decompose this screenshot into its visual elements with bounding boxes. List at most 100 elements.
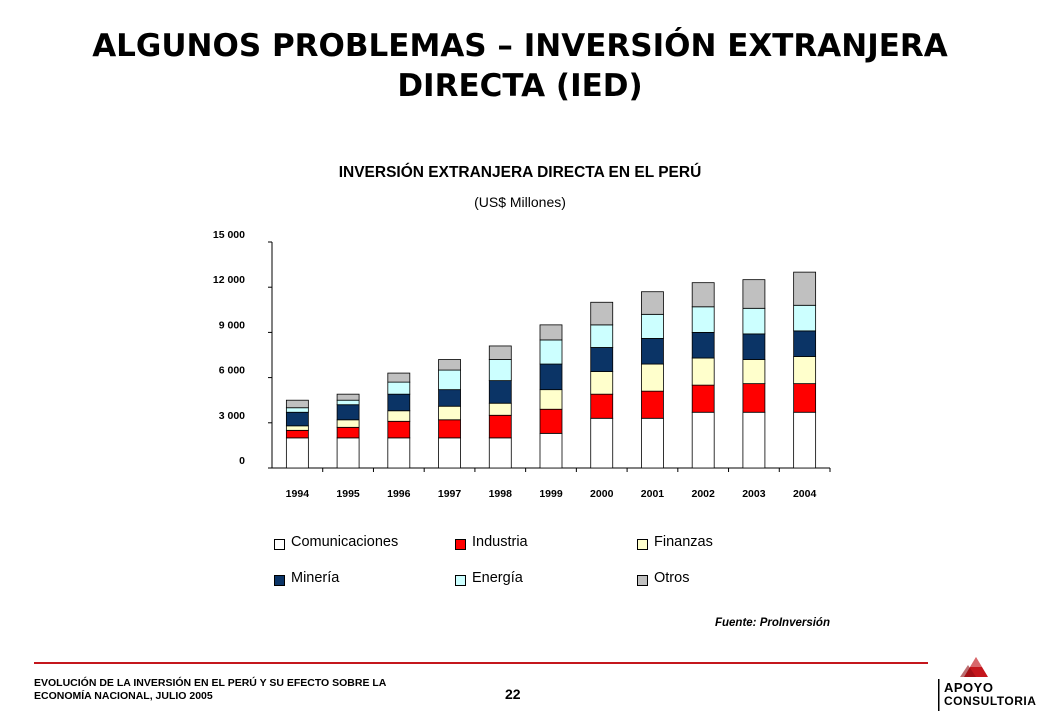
x-tick-label-1996: 1996 (387, 488, 411, 500)
legend-swatch (637, 575, 648, 586)
bar-segment-otros-1995 (336, 393, 360, 401)
bar-segment-industria-2003 (742, 383, 766, 413)
bar-segment-energa-2004 (793, 304, 817, 332)
bar-segment-comunicaciones-1996 (387, 437, 411, 469)
x-tick-label-2000: 2000 (590, 488, 614, 500)
x-tick-label-1998: 1998 (489, 488, 513, 500)
page-title-line-2: DIRECTA (IED) (397, 68, 643, 104)
bar-segment-otros-1994 (285, 399, 309, 409)
legend-swatch (274, 539, 285, 550)
bar-segment-industria-1995 (336, 426, 360, 439)
x-tick-label-1994: 1994 (286, 488, 310, 500)
footer-caption-line-1: EVOLUCIÓN DE LA INVERSIÓN EN EL PERÚ Y S… (34, 677, 387, 689)
bar-segment-finanzas-2000 (590, 371, 614, 395)
bar-segment-finanzas-1996 (387, 410, 411, 422)
bar-segment-otros-2003 (742, 279, 766, 309)
bar-segment-industria-1996 (387, 420, 411, 439)
y-tick-label: 15 000 (213, 229, 245, 241)
y-tick-label: 0 (239, 455, 245, 467)
bar-segment-finanzas-2002 (691, 357, 715, 386)
page-title: ALGUNOS PROBLEMAS – INVERSIÓN EXTRANJERA… (0, 26, 1040, 106)
bar-segment-minera-1994 (285, 411, 309, 427)
bar-segment-minera-2002 (691, 331, 715, 359)
y-tick-label: 9 000 (219, 319, 245, 331)
bar-segment-finanzas-1995 (336, 419, 360, 428)
bar-segment-otros-1997 (438, 359, 461, 371)
bar-segment-minera-2001 (641, 338, 664, 365)
legend-item-finanzas: Finanzas (637, 533, 713, 550)
legend-item-comunicaciones: Comunicaciones (274, 533, 398, 550)
bar-segment-industria-2000 (590, 393, 614, 419)
apoyo-logo-icon (938, 657, 988, 711)
legend-label: Finanzas (654, 533, 713, 550)
legend-item-minera: Minería (274, 569, 339, 586)
bar-segment-comunicaciones-2000 (590, 417, 614, 469)
bar-segment-comunicaciones-1997 (438, 437, 461, 469)
bar-segment-energa-1997 (438, 369, 461, 391)
bar-segment-minera-1999 (539, 363, 563, 391)
bar-segment-otros-2004 (793, 271, 817, 306)
bar-segment-finanzas-1999 (539, 389, 563, 410)
bar-segment-energa-1995 (336, 399, 360, 406)
bar-segment-energa-1999 (539, 339, 563, 365)
legend-label: Industria (472, 533, 528, 550)
bar-segment-industria-2001 (641, 390, 664, 419)
bar-segment-finanzas-2003 (742, 359, 766, 385)
x-tick-label-1995: 1995 (336, 488, 360, 500)
legend-label: Otros (654, 569, 690, 586)
bar-segment-industria-1999 (539, 408, 563, 434)
footer-divider (34, 662, 928, 664)
bar-segment-minera-1998 (488, 380, 512, 404)
footer-caption-line-2: ECONOMÍA NACIONAL, JULIO 2005 (34, 690, 213, 702)
x-tick-label-1999: 1999 (539, 488, 563, 500)
bar-segment-comunicaciones-1999 (539, 432, 563, 469)
bar-segment-minera-1996 (387, 393, 411, 412)
bar-segment-industria-1994 (285, 429, 309, 439)
bar-segment-industria-1997 (438, 419, 461, 439)
bar-segment-energa-2001 (641, 313, 664, 339)
bar-segment-comunicaciones-2004 (793, 411, 817, 469)
bar-segment-otros-1998 (488, 345, 512, 360)
bar-segment-comunicaciones-1998 (488, 437, 512, 469)
bar-segment-energa-2003 (742, 307, 766, 335)
logo-tagline: CONSULTORIA (944, 694, 1037, 708)
legend-item-industria: Industria (455, 533, 528, 550)
y-tick-label: 12 000 (213, 274, 245, 286)
page-title-line-1: ALGUNOS PROBLEMAS – INVERSIÓN EXTRANJERA (92, 28, 948, 64)
bar-segment-energa-1996 (387, 381, 411, 395)
legend-item-energa: Energía (455, 569, 523, 586)
legend-label: Comunicaciones (291, 533, 399, 550)
bar-segment-industria-2002 (691, 384, 715, 413)
bar-segment-industria-2004 (793, 383, 817, 413)
bar-segment-energa-1994 (285, 407, 309, 413)
source-note: Fuente: ProInversión (714, 617, 830, 629)
bar-segment-minera-1997 (438, 389, 461, 407)
legend-swatch (274, 575, 285, 586)
bar-segment-comunicaciones-2001 (641, 417, 664, 469)
legend-swatch (455, 575, 466, 586)
x-tick-label-2003: 2003 (742, 488, 766, 500)
x-tick-label-2001: 2001 (641, 488, 665, 500)
bar-segment-minera-2003 (742, 333, 766, 360)
bar-segment-industria-1998 (488, 414, 512, 439)
x-tick-label-1997: 1997 (438, 488, 462, 500)
legend-swatch (637, 539, 648, 550)
chart-subtitle: (US$ Millones) (474, 194, 566, 210)
bar-segment-finanzas-1994 (285, 425, 309, 431)
bar-segment-finanzas-1997 (438, 405, 461, 421)
x-tick-label-2002: 2002 (692, 488, 716, 500)
bar-segment-comunicaciones-1995 (336, 437, 360, 469)
y-tick-label: 3 000 (219, 410, 245, 422)
bar-segment-comunicaciones-1994 (285, 437, 309, 469)
bar-segment-energa-2000 (590, 324, 614, 348)
bar-segment-comunicaciones-2003 (742, 411, 766, 469)
page-number: 22 (505, 686, 521, 702)
bar-segment-otros-1996 (387, 372, 411, 383)
x-tick-label-2004: 2004 (793, 488, 817, 500)
legend-swatch (455, 539, 466, 550)
footer-caption: EVOLUCIÓN DE LA INVERSIÓN EN EL PERÚ Y S… (34, 677, 464, 703)
y-tick-label: 6 000 (219, 365, 245, 377)
chart-title: INVERSIÓN EXTRANJERA DIRECTA EN EL PERÚ (338, 164, 702, 181)
legend-label: Energía (472, 569, 523, 586)
